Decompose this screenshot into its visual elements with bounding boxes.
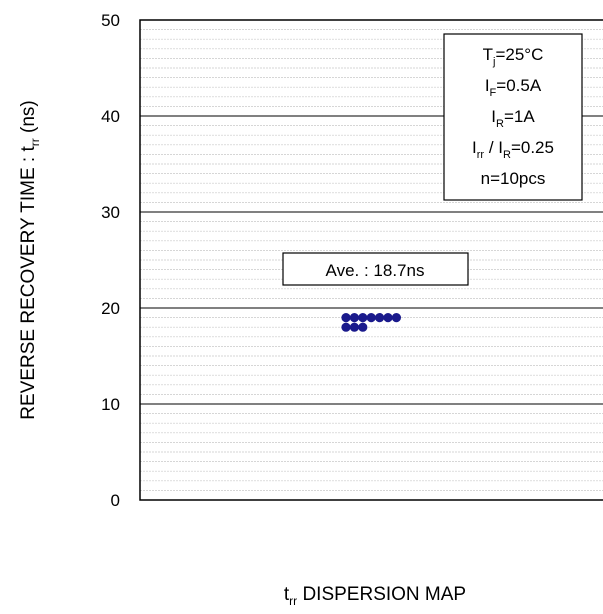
y-tick-label: 40: [101, 107, 120, 126]
condition-line: Tj=25°C: [483, 45, 544, 68]
conditions-box: Tj=25°C IF=0.5A IR=1A Irr / IR=0.25 n=10pcs: [443, 33, 583, 201]
data-point: [349, 313, 359, 323]
data-point: [358, 313, 368, 323]
y-tick-label: 50: [101, 11, 120, 30]
x-axis-label: trr DISPERSION MAP: [284, 584, 466, 608]
data-point: [391, 313, 401, 323]
y-tick-label: 30: [101, 203, 120, 222]
condition-line: n=10pcs: [481, 169, 546, 188]
data-point: [341, 322, 351, 332]
average-label: Ave. : 18.7ns: [326, 261, 425, 280]
y-axis-label: REVERSE RECOVERY TIME : trr (ns): [18, 100, 42, 419]
condition-line: IF=0.5A: [485, 76, 542, 99]
data-point: [383, 313, 393, 323]
condition-line: IR=1A: [491, 107, 535, 130]
data-points: [341, 313, 401, 332]
average-annotation: Ave. : 18.7ns: [282, 252, 469, 286]
data-point: [375, 313, 385, 323]
major-gridlines: [140, 115, 603, 405]
y-tick-label: 20: [101, 299, 120, 318]
y-tick-label: 0: [111, 491, 120, 510]
data-point: [366, 313, 376, 323]
condition-line: Irr / IR=0.25: [472, 138, 554, 161]
data-point: [349, 322, 359, 332]
y-tick-label: 10: [101, 395, 120, 414]
data-point: [358, 322, 368, 332]
plot-area-frame: [139, 19, 603, 501]
y-axis-tick-labels: 0 10 20 30 40 50: [101, 11, 120, 510]
data-point: [341, 313, 351, 323]
